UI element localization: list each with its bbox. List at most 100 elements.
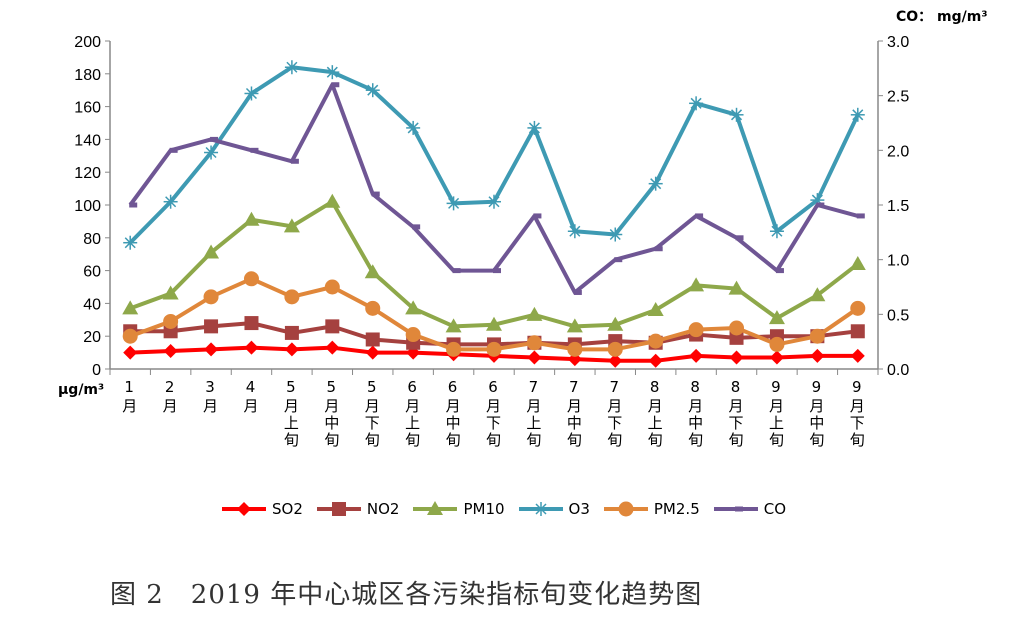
data-point-co [290,158,299,164]
data-point-o3 [650,178,662,190]
data-point-pm25 [324,279,340,295]
data-point-so2 [284,342,299,357]
data-point-co [816,202,825,208]
data-point-so2 [204,342,219,357]
legend-label: SO2 [272,500,303,518]
data-point-o3 [165,196,177,208]
data-point-so2 [608,353,623,368]
x-tick-label: 5月上旬 [281,378,300,449]
data-point-pm25 [648,333,664,349]
x-tick-label: 1月 [120,378,139,415]
data-point-o3 [245,87,258,100]
data-point-o3 [569,225,581,237]
data-point-pm25 [243,271,259,287]
data-point-so2 [244,340,259,355]
data-point-pm25 [163,313,179,329]
data-point-pm10 [122,300,139,315]
x-tick-label: 9月上旬 [766,378,785,449]
data-point-pm10 [243,211,260,226]
x-tick-label: 6月上旬 [403,378,422,449]
legend-label: NO2 [366,500,400,518]
legend-label: PM10 [463,500,505,518]
data-point-pm10 [405,300,422,315]
data-point-pm25 [122,328,138,344]
data-point-o3 [124,237,136,249]
figure-caption: 图 2 2019 年中心城区各污染指标旬变化趋势图 [110,580,703,610]
x-tick-label: 6月中旬 [443,378,462,449]
data-point-co [250,147,259,153]
data-point-pm10 [445,318,462,333]
data-point-co [331,82,340,88]
legend-item-co: CO [713,500,787,518]
right-tick-label: 3.0 [887,34,909,51]
legend-marker-so2 [222,502,266,516]
data-point-pm10 [162,285,179,300]
data-point-so2 [527,350,542,365]
data-point-pm10 [324,193,341,208]
legend-marker-shape [618,501,634,517]
data-point-so2 [850,348,865,363]
series-co [128,82,865,295]
legend-marker-shape [237,502,251,516]
right-axis-unit: CO： mg/m³ [896,9,988,25]
data-point-co [129,202,138,208]
right-tick-label: 1.0 [887,253,909,270]
x-tick-label: 8月中旬 [686,378,705,449]
x-tick-label: 8月上旬 [645,378,664,449]
data-point-no2 [244,316,259,331]
data-point-so2 [689,348,704,363]
legend-label: CO [763,500,787,518]
data-point-pm10 [849,256,866,271]
data-point-so2 [648,353,663,368]
x-tick-label: 5月下旬 [362,378,381,449]
x-tick-label: 6月下旬 [484,378,502,449]
series-o3 [123,60,865,250]
series-pm10 [122,193,866,333]
x-tick-label: 4月 [241,378,260,415]
data-point-pm25 [567,341,583,357]
legend-item-pm25: PM2.5 [603,500,700,518]
data-point-pm25 [203,289,219,305]
x-tick-label: 9月下旬 [847,378,866,449]
data-point-o3 [326,66,338,78]
data-point-co [533,213,542,219]
data-point-co [169,147,178,153]
data-point-no2 [850,324,865,339]
series-line-o3 [128,65,860,245]
legend-item-no2: NO2 [316,500,400,518]
series-line-co [128,82,859,295]
data-point-pm10 [203,244,220,259]
left-tick-label: 80 [83,231,101,248]
data-point-no2 [365,332,380,347]
data-point-o3 [811,194,823,206]
legend-label: O3 [568,500,590,518]
legend-marker-shape [535,503,547,515]
right-tick-label: 0.5 [887,307,909,324]
data-point-pm10 [364,264,381,279]
legend-marker-shape [427,501,444,515]
data-point-co [695,213,704,219]
data-point-so2 [810,348,825,363]
series-line-pm10 [129,199,860,329]
left-tick-label: 160 [74,100,101,117]
x-tick-label: 7月上旬 [524,378,543,449]
data-point-pm25 [284,289,300,305]
legend-item-o3: O3 [518,500,590,518]
data-point-pm25 [526,335,542,351]
left-tick-label: 200 [74,34,101,51]
legend-marker-shape [734,506,743,512]
data-point-co [856,213,865,219]
left-tick-label: 120 [74,165,101,182]
data-point-pm10 [688,277,705,292]
data-point-co [735,235,744,241]
x-tick-label: 3月 [201,378,220,415]
data-point-so2 [123,345,138,360]
data-point-pm10 [768,310,785,325]
legend: SO2 NO2 PM10 O3 PM2.5 CO [222,500,800,518]
data-point-so2 [769,350,784,365]
data-point-co [493,268,501,274]
data-point-pm25 [446,341,462,357]
data-point-co [654,246,663,252]
data-point-o3 [609,228,621,241]
